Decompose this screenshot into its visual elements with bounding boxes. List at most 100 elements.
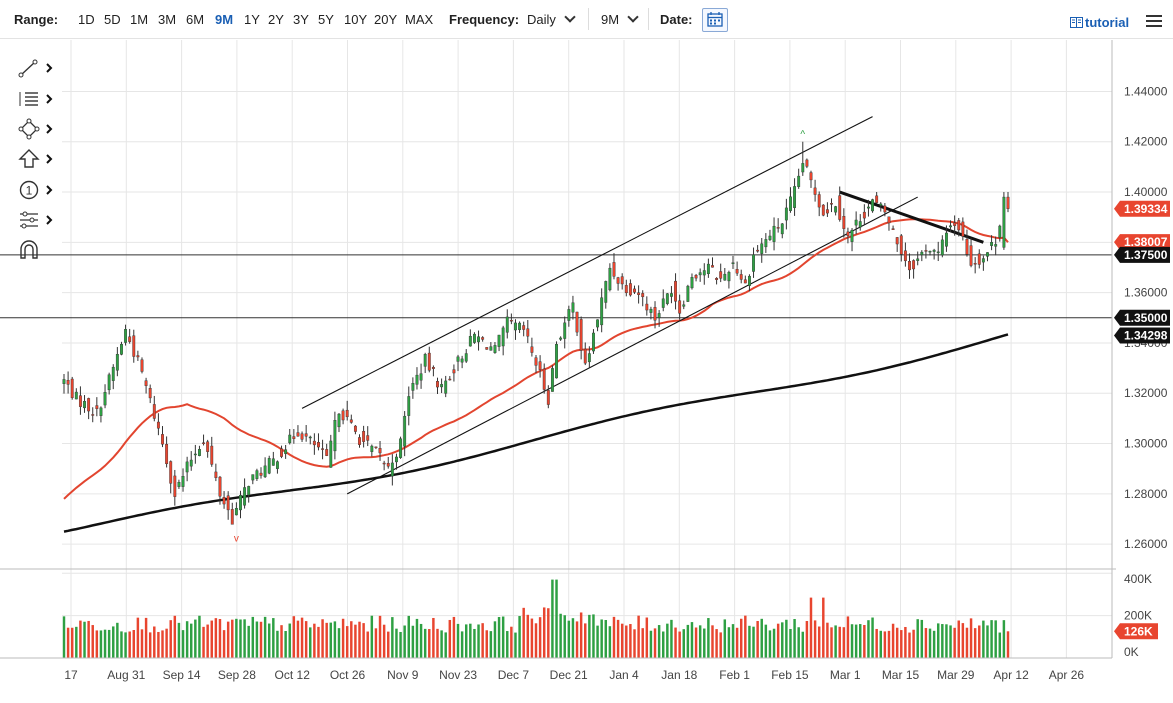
candle-body [370, 445, 374, 452]
candle-body [271, 458, 275, 466]
candle-body [436, 381, 439, 388]
range-button-2y[interactable]: 2Y [268, 12, 284, 27]
candle-body [390, 462, 394, 477]
volume-bar [493, 621, 497, 658]
candle [940, 235, 944, 258]
range-button-max[interactable]: MAX [405, 12, 434, 27]
candle [300, 431, 304, 442]
date-picker-button[interactable] [702, 8, 728, 32]
candle-body [251, 474, 255, 481]
candle [694, 273, 698, 282]
candle [624, 279, 628, 297]
candle [321, 439, 325, 460]
arrow-tool[interactable] [16, 147, 60, 171]
candle [587, 346, 591, 368]
range-button-3m[interactable]: 3M [158, 12, 177, 27]
shapes-tool[interactable] [16, 117, 60, 141]
candle-body [579, 319, 583, 351]
volume-bar [432, 617, 435, 658]
candle [596, 319, 599, 332]
candle-body [165, 444, 169, 465]
volume-bar [575, 621, 579, 658]
candle [809, 170, 813, 188]
candle [505, 309, 509, 339]
range-button-5y[interactable]: 5Y [318, 12, 334, 27]
x-tick-label: Apr 26 [1049, 668, 1085, 682]
range-button-1y[interactable]: 1Y [244, 12, 260, 27]
measure-tool[interactable] [16, 208, 60, 232]
candle [366, 426, 370, 447]
volume-bar [177, 622, 181, 658]
candle-body [879, 203, 883, 206]
volume-bar [739, 618, 743, 658]
volume-bar [698, 625, 702, 658]
candle [501, 325, 505, 356]
candle-body [813, 187, 817, 195]
period-dropdown[interactable]: 9M [601, 11, 639, 27]
fibonacci-tool[interactable] [16, 87, 60, 111]
volume-bar [222, 630, 226, 658]
candle-body [1006, 196, 1010, 209]
candle-body [805, 159, 809, 167]
candle [497, 334, 501, 352]
candle-body [924, 250, 928, 252]
candle [198, 445, 201, 457]
candle [534, 354, 538, 373]
candle-body [419, 373, 423, 381]
volume-bar [140, 629, 144, 658]
candle-body [120, 344, 123, 355]
candle [468, 329, 472, 347]
candle [797, 168, 801, 189]
candle [103, 384, 107, 409]
volume-bar [387, 631, 390, 658]
candle-body [821, 204, 825, 216]
candle-body [83, 401, 86, 409]
frequency-dropdown[interactable]: Daily [527, 11, 576, 27]
range-button-1d[interactable]: 1D [78, 12, 95, 27]
candle [489, 342, 493, 351]
volume-bar [567, 620, 571, 658]
candle [477, 330, 480, 351]
candle-body [645, 303, 649, 311]
volume-bar [891, 623, 895, 658]
volume-bar [362, 623, 365, 658]
candle-body [362, 430, 366, 442]
candle-body [899, 235, 903, 255]
candle [124, 324, 127, 346]
candle [575, 311, 579, 337]
price-tag-shape [1114, 200, 1170, 217]
candle [981, 255, 985, 271]
candle [698, 268, 702, 282]
volume-bar [358, 621, 361, 658]
range-button-5d[interactable]: 5D [104, 12, 121, 27]
volume-bar [300, 617, 304, 658]
fibonacci-icon [19, 92, 53, 106]
trend-line-tool[interactable] [16, 56, 60, 80]
candle [665, 293, 669, 306]
candle [838, 186, 842, 222]
candle-body [908, 261, 911, 271]
candle [994, 236, 998, 256]
counter-tool[interactable]: 1 [16, 178, 60, 202]
range-button-20y[interactable]: 20Y [374, 12, 398, 27]
candle-body [341, 410, 345, 421]
range-button-1m[interactable]: 1M [130, 12, 149, 27]
candle-body [456, 356, 460, 362]
tutorial-link[interactable]: tutorial [1070, 15, 1129, 30]
range-button-6m[interactable]: 6M [186, 12, 205, 27]
volume-bar [694, 627, 698, 658]
volume-bar [797, 627, 800, 658]
candle [378, 440, 382, 461]
range-button-10y[interactable]: 10Y [344, 12, 368, 27]
extreme-marker: v [234, 534, 239, 545]
candle-body [711, 265, 714, 268]
candle-body [477, 336, 480, 343]
volume-bar [526, 614, 530, 658]
price-chart[interactable]: ^v 1.440001.420001.400001.380001.360001.… [0, 40, 1173, 703]
candle-body [247, 486, 251, 496]
candle-body [144, 380, 148, 386]
range-button-3y[interactable]: 3Y [293, 12, 309, 27]
range-button-9m[interactable]: 9M [215, 12, 234, 27]
hamburger-menu-icon[interactable] [1146, 15, 1162, 27]
candle [674, 273, 677, 310]
